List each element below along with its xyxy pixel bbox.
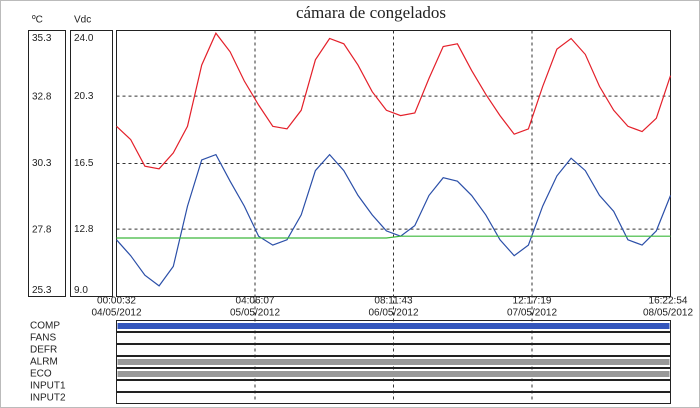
x-tick-date: 04/05/2012 [91,308,141,319]
x-tick-time: 00:00:32 [97,296,136,307]
x-tick-date: 07/05/2012 [507,308,557,319]
channel-label: INPUT1 [30,381,66,392]
y2-tick-label: 20.3 [74,91,94,102]
series-line [116,235,671,239]
y-tick-label: 35.3 [32,33,52,44]
channel-box [116,368,671,380]
x-tick-date: 05/05/2012 [230,308,280,319]
y-tick-label: 27.8 [32,225,52,236]
channel-label: COMP [30,321,60,332]
channel-label: INPUT2 [30,393,66,404]
x-tick-time: 08:11:43 [374,296,413,307]
x-tick-time: 12:17:19 [513,296,552,307]
chart-title: cámara de congelados [296,3,446,22]
y-unit: ºC [32,15,43,26]
channel-box [116,320,671,332]
y2-axis-box [70,30,113,297]
channel-state [117,371,670,377]
x-tick-date: 06/05/2012 [368,308,418,319]
y2-tick-label: 12.8 [74,224,94,235]
y2-tick-label: 24.0 [74,33,94,44]
y-tick-label: 25.3 [32,285,52,296]
x-tick-date: 08/05/2012 [643,308,693,319]
channel-label: ECO [30,369,52,380]
channel-box [116,392,671,404]
channel-label: FANS [30,333,56,344]
series-line [116,153,672,287]
channel-box [116,344,671,356]
y2-unit: Vdc [74,15,91,26]
y2-tick-label: 9.0 [74,285,88,296]
x-tick-time: 16:22:54 [649,296,688,307]
y-tick-label: 30.3 [32,158,52,169]
channel-box [116,380,671,392]
channel-label: DEFR [30,345,57,356]
x-tick-time: 04:06:07 [236,296,275,307]
channel-state [117,359,670,365]
y-tick-label: 32.8 [32,92,52,103]
channel-box [116,332,671,344]
series-line [116,32,672,170]
channel-label: ALRM [30,357,58,368]
y-axis-box [28,30,66,297]
channel-state [117,323,670,329]
channel-box [116,356,671,368]
y2-tick-label: 16.5 [74,158,94,169]
